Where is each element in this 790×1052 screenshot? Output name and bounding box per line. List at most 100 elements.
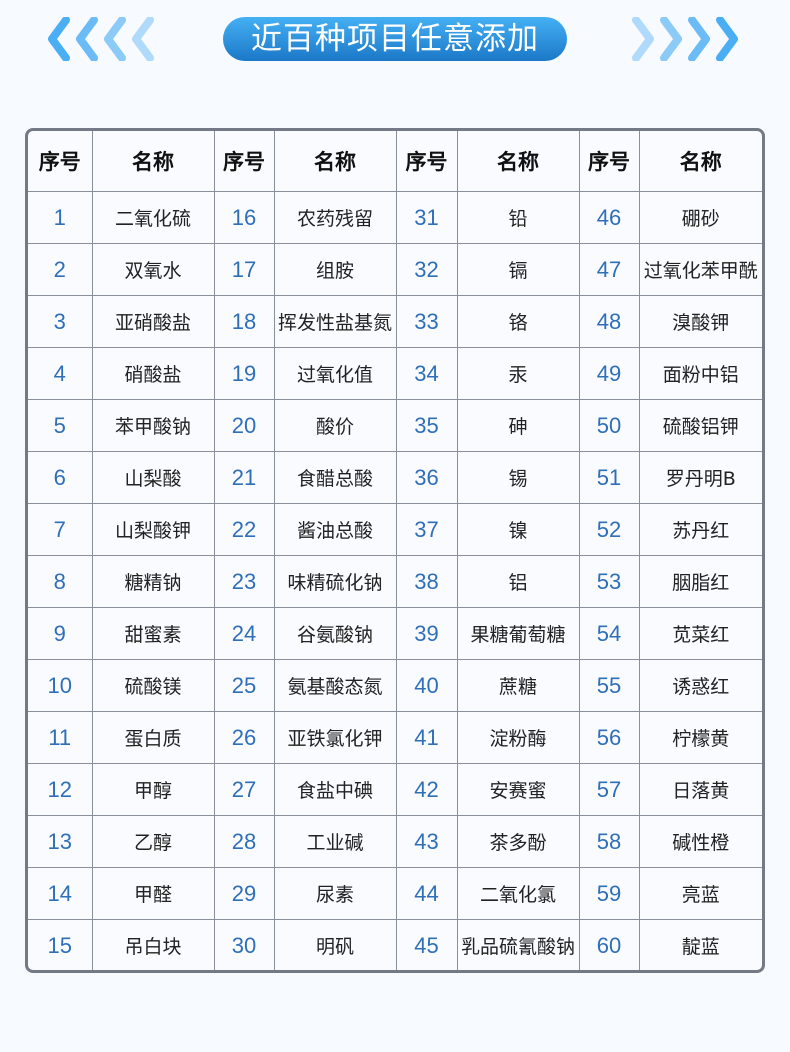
item-index: 46 [578, 191, 640, 244]
item-index: 33 [395, 295, 458, 348]
item-name: 茶多酚 [456, 815, 580, 868]
item-index: 12 [28, 763, 93, 816]
item-name: 蛋白质 [91, 711, 215, 764]
item-index: 37 [395, 503, 458, 556]
item-index: 44 [395, 867, 458, 920]
chevron-left-icon [72, 16, 100, 62]
header-name: 名称 [273, 131, 397, 192]
item-name: 亚铁氯化钾 [273, 711, 397, 764]
item-name: 氨基酸态氮 [273, 659, 397, 712]
item-index: 58 [578, 815, 640, 868]
item-name: 甜蜜素 [91, 607, 215, 660]
item-name: 面粉中铝 [638, 347, 762, 400]
item-name: 甲醇 [91, 763, 215, 816]
item-index: 31 [395, 191, 458, 244]
item-name: 乙醇 [91, 815, 215, 868]
item-name: 安赛蜜 [456, 763, 580, 816]
chevron-left-icon [100, 16, 128, 62]
item-index: 40 [395, 659, 458, 712]
item-name: 双氧水 [91, 243, 215, 296]
chevron-right-icon [686, 16, 714, 62]
item-name: 柠檬黄 [638, 711, 762, 764]
item-index: 42 [395, 763, 458, 816]
table-row: 14 甲醛 29 尿素 44 二氧化氯 59 亮蓝 [28, 867, 762, 920]
item-name: 明矾 [273, 919, 397, 970]
item-index: 38 [395, 555, 458, 608]
item-name: 诱惑红 [638, 659, 762, 712]
item-index: 9 [28, 607, 93, 660]
item-name: 汞 [456, 347, 580, 400]
item-index: 52 [578, 503, 640, 556]
item-name: 靛蓝 [638, 919, 762, 970]
item-name: 尿素 [273, 867, 397, 920]
item-index: 54 [578, 607, 640, 660]
item-name: 铬 [456, 295, 580, 348]
item-name: 砷 [456, 399, 580, 452]
item-index: 29 [213, 867, 275, 920]
item-index: 47 [578, 243, 640, 296]
table-row: 1 二氧化硫 16 农药残留 31 铅 46 硼砂 [28, 191, 762, 244]
item-index: 16 [213, 191, 275, 244]
item-index: 30 [213, 919, 275, 970]
table-row: 9 甜蜜素 24 谷氨酸钠 39 果糖葡萄糖 54 苋菜红 [28, 607, 762, 660]
item-index: 49 [578, 347, 640, 400]
item-index: 36 [395, 451, 458, 504]
item-name: 罗丹明B [638, 451, 762, 504]
left-chevrons-decoration [44, 16, 156, 62]
item-index: 35 [395, 399, 458, 452]
chevron-right-icon [714, 16, 742, 62]
item-index: 45 [395, 919, 458, 970]
item-index: 39 [395, 607, 458, 660]
item-name: 淀粉酶 [456, 711, 580, 764]
item-index: 18 [213, 295, 275, 348]
item-index: 21 [213, 451, 275, 504]
table-row: 13 乙醇 28 工业碱 43 茶多酚 58 碱性橙 [28, 815, 762, 868]
item-name: 二氧化氯 [456, 867, 580, 920]
item-index: 32 [395, 243, 458, 296]
item-name: 吊白块 [91, 919, 215, 970]
item-index: 57 [578, 763, 640, 816]
item-name: 硝酸盐 [91, 347, 215, 400]
item-index: 22 [213, 503, 275, 556]
item-name: 苏丹红 [638, 503, 762, 556]
item-name: 铝 [456, 555, 580, 608]
table-row: 5 苯甲酸钠 20 酸价 35 砷 50 硫酸铝钾 [28, 399, 762, 452]
item-index: 51 [578, 451, 640, 504]
table-row: 10 硫酸镁 25 氨基酸态氮 40 蔗糖 55 诱惑红 [28, 659, 762, 712]
item-name: 硼砂 [638, 191, 762, 244]
item-index: 23 [213, 555, 275, 608]
item-name: 味精硫化钠 [273, 555, 397, 608]
item-name: 组胺 [273, 243, 397, 296]
item-name: 硫酸铝钾 [638, 399, 762, 452]
item-index: 34 [395, 347, 458, 400]
item-name: 铅 [456, 191, 580, 244]
item-name: 甲醛 [91, 867, 215, 920]
item-name: 过氧化苯甲酰 [638, 243, 762, 296]
item-index: 6 [28, 451, 93, 504]
item-name: 硫酸镁 [91, 659, 215, 712]
items-table: 序号 名称 序号 名称 序号 名称 序号 名称 1 二氧化硫 16 农药残留 31 铅 46 硼砂 2 双氧水 1… [25, 128, 765, 973]
item-index: 53 [578, 555, 640, 608]
table-row: 3 亚硝酸盐 18 挥发性盐基氮 33 铬 48 溴酸钾 [28, 295, 762, 348]
item-name: 锡 [456, 451, 580, 504]
header-index: 序号 [395, 131, 458, 192]
item-name: 工业碱 [273, 815, 397, 868]
right-chevrons-decoration [630, 16, 742, 62]
item-name: 蔗糖 [456, 659, 580, 712]
item-name: 乳品硫氰酸钠 [456, 919, 580, 970]
item-index: 25 [213, 659, 275, 712]
header-index: 序号 [578, 131, 640, 192]
item-name: 挥发性盐基氮 [273, 295, 397, 348]
item-index: 59 [578, 867, 640, 920]
table-row: 2 双氧水 17 组胺 32 镉 47 过氧化苯甲酰 [28, 243, 762, 296]
item-index: 13 [28, 815, 93, 868]
item-name: 农药残留 [273, 191, 397, 244]
item-index: 60 [578, 919, 640, 970]
item-index: 41 [395, 711, 458, 764]
item-name: 苋菜红 [638, 607, 762, 660]
header-name: 名称 [638, 131, 762, 192]
item-name: 山梨酸钾 [91, 503, 215, 556]
item-name: 胭脂红 [638, 555, 762, 608]
table-row: 7 山梨酸钾 22 酱油总酸 37 镍 52 苏丹红 [28, 503, 762, 556]
item-index: 15 [28, 919, 93, 970]
